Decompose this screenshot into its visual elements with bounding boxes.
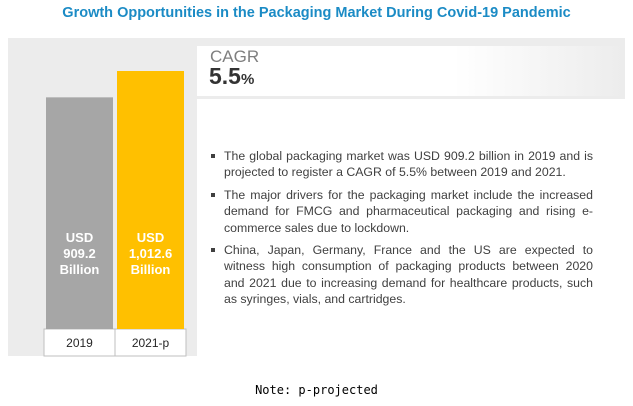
cagr-value: 5.5%	[209, 63, 254, 90]
bullet-text: The major drivers for the packaging mark…	[224, 187, 593, 235]
x-tick-label: 2021-p	[132, 336, 170, 350]
bullet-icon	[211, 248, 215, 253]
chart-title: Growth Opportunities in the Packaging Ma…	[62, 5, 571, 21]
bar-2021-p	[117, 71, 184, 329]
cagr-label: CAGR	[210, 47, 260, 66]
bullet-item: The global packaging market was USD 909.…	[210, 148, 593, 181]
bullet-text: China, Japan, Germany, France and the US…	[224, 243, 593, 307]
text-area	[197, 99, 625, 356]
bullet-item: The major drivers for the packaging mark…	[210, 187, 593, 236]
bullet-icon	[211, 192, 215, 197]
bar-value-label: 1,012.6	[129, 246, 172, 261]
bullet-icon	[211, 154, 215, 158]
x-tick-label: 2019	[66, 336, 93, 350]
cagr-box	[197, 46, 625, 96]
bullet-item: China, Japan, Germany, France and the US…	[210, 242, 593, 308]
bar-value-label: 909.2	[63, 246, 96, 261]
footnote: Note: p-projected	[255, 383, 378, 397]
cagr-number: 5.5	[209, 63, 241, 89]
bar-2019	[46, 97, 113, 330]
bullet-text: The global packaging market was USD 909.…	[224, 149, 593, 180]
bar-value-label: Billion	[131, 262, 171, 277]
bar-value-label: USD	[137, 230, 164, 245]
bullet-list: The global packaging market was USD 909.…	[210, 148, 593, 314]
cagr-unit: %	[240, 71, 255, 88]
bar-value-label: USD	[66, 230, 93, 245]
bar-value-label: Billion	[60, 262, 100, 277]
